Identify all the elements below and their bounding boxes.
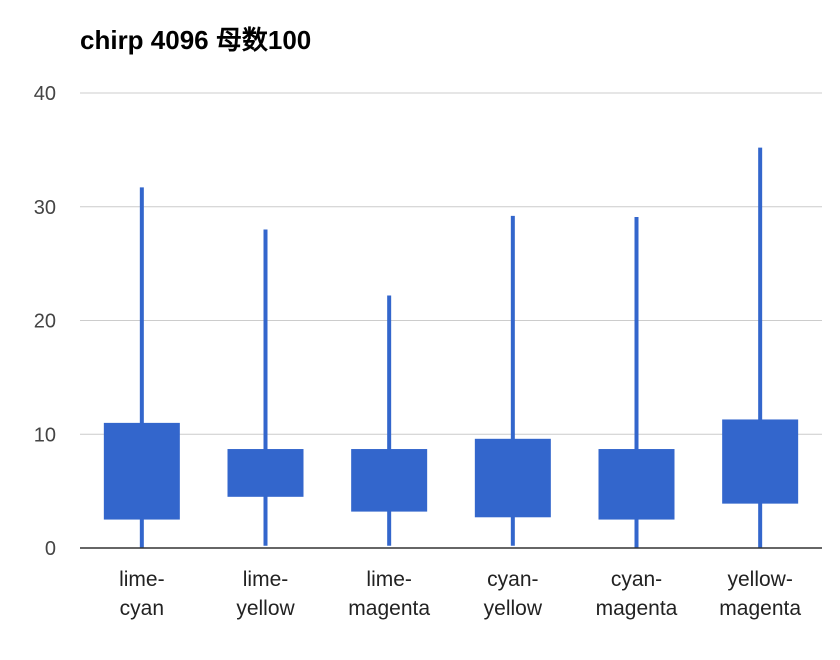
candlestick [103, 187, 180, 548]
x-category-label: magenta [348, 597, 430, 620]
chart-title: chirp 4096 母数100 [80, 25, 312, 55]
y-tick-label: 10 [34, 424, 56, 446]
candlestick-box [351, 449, 428, 512]
y-tick-label: 30 [34, 197, 56, 219]
y-tick-label: 0 [45, 538, 56, 560]
x-axis-categories: lime-cyan lime-yellow lime-magenta cyan-yel… [119, 568, 801, 620]
y-axis-ticks: 0 10 20 30 40 [34, 83, 56, 560]
x-category-label: yellow [484, 597, 543, 620]
y-tick-label: 20 [34, 311, 56, 333]
x-category-label: cyan- [611, 568, 662, 591]
gridlines [80, 92, 822, 435]
x-category-label: lime- [243, 568, 289, 591]
candlestick-box [598, 449, 675, 520]
candlestick-box [227, 449, 304, 497]
x-category-label: yellow- [727, 568, 792, 591]
candlestick [474, 215, 551, 546]
candlestick [722, 147, 799, 548]
x-category-label: lime- [366, 568, 412, 591]
candlestick [351, 295, 428, 546]
candlestick-box [722, 419, 799, 504]
candlestick-box [474, 438, 551, 518]
x-category-label: cyan- [487, 568, 538, 591]
x-category-label: magenta [719, 597, 801, 620]
x-category-label: magenta [596, 597, 678, 620]
candlestick-series [103, 147, 799, 548]
x-category-label: yellow [236, 597, 295, 620]
x-category-label: cyan [120, 597, 164, 620]
candlestick [227, 229, 304, 546]
candlestick [598, 216, 675, 548]
x-category-label: lime- [119, 568, 165, 591]
candlestick-box [103, 422, 180, 520]
y-tick-label: 40 [34, 83, 56, 105]
